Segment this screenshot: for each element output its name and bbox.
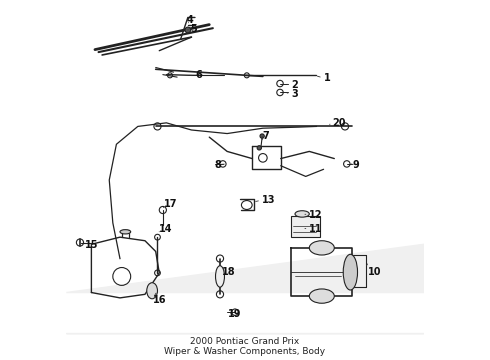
FancyBboxPatch shape [292, 216, 320, 237]
Text: 3: 3 [292, 89, 298, 99]
Text: 2000 Pontiac Grand Prix
Wiper & Washer Components, Body: 2000 Pontiac Grand Prix Wiper & Washer C… [165, 337, 325, 356]
Text: 13: 13 [262, 195, 276, 205]
Text: 2: 2 [292, 80, 298, 90]
Text: 8: 8 [215, 159, 221, 170]
Ellipse shape [343, 254, 358, 290]
Text: 6: 6 [196, 70, 202, 80]
Text: 1: 1 [323, 73, 330, 83]
Ellipse shape [147, 283, 157, 299]
Circle shape [257, 146, 262, 150]
Ellipse shape [309, 289, 334, 303]
Text: 17: 17 [164, 199, 177, 209]
Text: 12: 12 [309, 210, 323, 220]
Text: 9: 9 [352, 159, 359, 170]
Text: 16: 16 [153, 295, 167, 305]
Text: 7: 7 [262, 131, 269, 141]
Text: 4: 4 [187, 15, 194, 25]
Text: 5: 5 [191, 24, 197, 34]
Text: 20: 20 [333, 118, 346, 128]
Text: 15: 15 [85, 240, 99, 250]
Ellipse shape [216, 266, 224, 287]
Polygon shape [66, 237, 490, 298]
Text: 14: 14 [159, 224, 172, 234]
Ellipse shape [120, 230, 131, 234]
Text: 19: 19 [228, 309, 242, 319]
Circle shape [260, 134, 264, 138]
Text: 10: 10 [368, 267, 381, 277]
Ellipse shape [295, 211, 309, 217]
Text: 18: 18 [222, 267, 235, 277]
Polygon shape [66, 266, 490, 334]
Ellipse shape [309, 241, 334, 255]
Circle shape [185, 27, 191, 33]
Text: 11: 11 [309, 224, 323, 234]
